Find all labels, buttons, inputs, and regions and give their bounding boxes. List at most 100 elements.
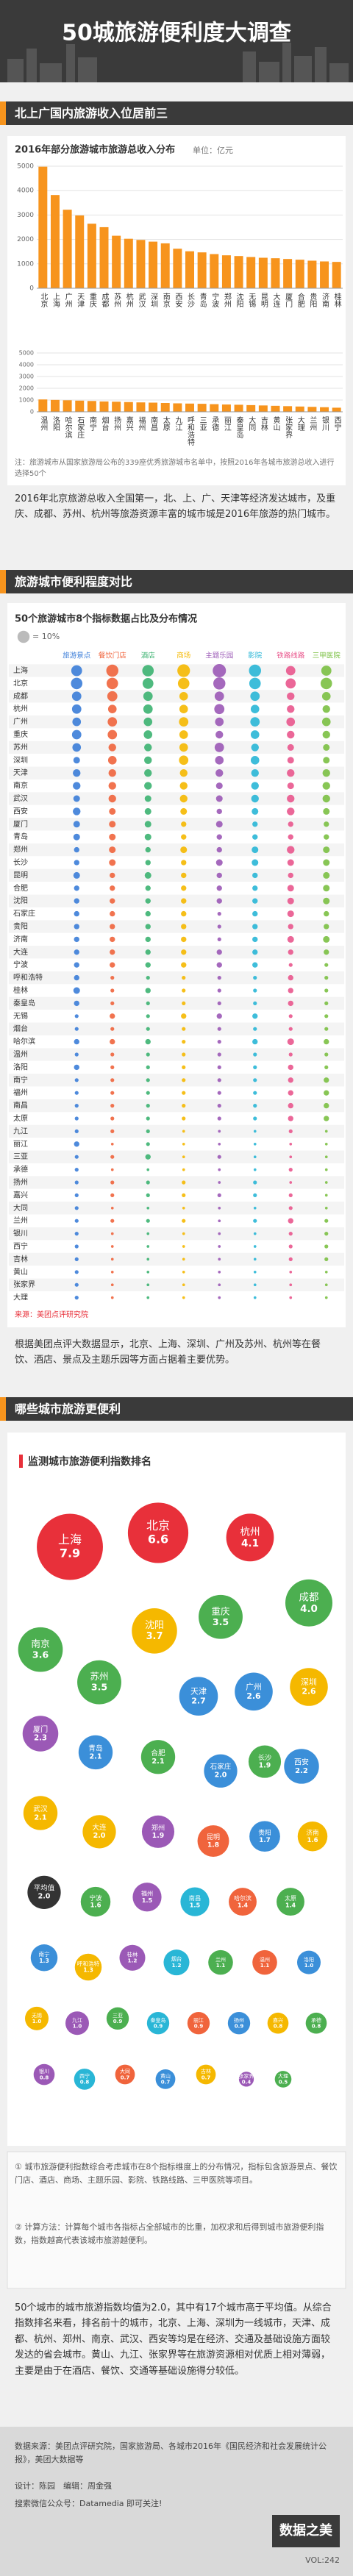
dot xyxy=(143,704,153,714)
bubble-value: 3.5 xyxy=(91,1682,107,1693)
dot xyxy=(182,1001,186,1005)
dot xyxy=(110,1013,115,1019)
bubble xyxy=(127,1502,189,1563)
dot xyxy=(251,743,259,752)
bubble-value: 2.0 xyxy=(38,1893,51,1901)
bubble-name: 福州 xyxy=(141,1890,153,1897)
dot xyxy=(182,1155,185,1159)
dot xyxy=(110,949,115,955)
dot xyxy=(288,1000,293,1007)
dot xyxy=(108,743,116,752)
dot xyxy=(179,717,189,727)
dot xyxy=(180,807,188,815)
dot xyxy=(324,1090,329,1096)
dot xyxy=(110,976,115,980)
bubble-name: 承德 xyxy=(311,2016,321,2023)
dot xyxy=(74,1180,79,1185)
bar xyxy=(246,404,256,412)
x-tick-label: 南昌 xyxy=(149,415,158,432)
dot xyxy=(287,743,294,751)
row-bg xyxy=(9,1227,344,1241)
dot xyxy=(288,1257,293,1261)
bubble xyxy=(18,1627,63,1672)
dot xyxy=(253,1155,257,1159)
bubble-value: 1.0 xyxy=(73,2023,82,2029)
row-bg xyxy=(9,1099,344,1113)
dot xyxy=(74,1116,79,1121)
row-bg xyxy=(9,766,344,779)
dot xyxy=(324,1027,329,1031)
dot xyxy=(324,1244,329,1249)
dot xyxy=(110,1168,114,1171)
x-tick-label: 嘉兴 xyxy=(124,415,133,432)
bubble xyxy=(248,1745,282,1778)
bubble-name: 洛阳 xyxy=(304,1956,314,1963)
bubble-name: 黄山 xyxy=(160,2073,171,2080)
dot xyxy=(73,757,80,764)
dot xyxy=(110,1129,115,1133)
y-tick-label: 1000 xyxy=(17,260,34,268)
dot xyxy=(287,730,295,739)
row-bg xyxy=(9,1022,344,1035)
unit: 单位：亿元 xyxy=(193,145,233,155)
dot xyxy=(145,910,151,917)
dot xyxy=(252,846,259,854)
dot xyxy=(287,885,294,892)
dot xyxy=(218,1206,221,1210)
dot xyxy=(109,859,116,866)
dot xyxy=(288,1193,293,1197)
dot xyxy=(110,1180,115,1185)
y-tick-label: 0 xyxy=(30,409,34,415)
bubble xyxy=(80,1886,111,1917)
dot xyxy=(217,1001,221,1005)
bubble xyxy=(197,1825,229,1858)
x-tick-label: 青岛 xyxy=(198,292,207,308)
dot xyxy=(146,1270,150,1274)
bar xyxy=(99,226,109,288)
dot xyxy=(110,1027,115,1031)
main-title: 50城旅游便利度大调查 xyxy=(62,21,291,46)
x-tick-label: 无锡 xyxy=(247,293,256,308)
dot xyxy=(73,833,80,841)
dot xyxy=(146,1001,150,1005)
dot xyxy=(253,1078,257,1082)
dot xyxy=(182,1142,185,1146)
dot xyxy=(323,871,330,879)
row-label: 石家庄 xyxy=(13,909,35,918)
dot xyxy=(110,1052,115,1057)
bubble xyxy=(146,2012,170,2035)
dot xyxy=(110,924,115,930)
dot xyxy=(217,1116,221,1121)
dot xyxy=(74,962,79,968)
bubble-value: 1.7 xyxy=(259,1837,271,1844)
dot xyxy=(182,1270,185,1274)
dot xyxy=(182,1296,185,1299)
dot xyxy=(145,962,151,968)
dot xyxy=(180,846,188,854)
bar xyxy=(307,407,317,412)
dot xyxy=(288,963,293,967)
dot xyxy=(73,821,80,828)
bubble xyxy=(163,1949,190,1976)
dot xyxy=(217,1065,221,1069)
bubble-name: 宁波 xyxy=(89,1894,102,1902)
dot xyxy=(143,717,153,727)
dot xyxy=(324,1052,329,1057)
bar xyxy=(160,403,170,412)
dot xyxy=(251,782,259,790)
dot xyxy=(110,1193,115,1197)
dot xyxy=(323,846,330,854)
dot xyxy=(253,1270,257,1274)
bar xyxy=(149,241,158,288)
bar xyxy=(320,261,329,288)
bubble-name: 武汉 xyxy=(33,1804,48,1813)
dot xyxy=(74,924,79,930)
row-label: 沈阳 xyxy=(13,896,28,905)
dot xyxy=(179,755,189,766)
bar xyxy=(271,258,280,288)
x-tick-label: 南宁 xyxy=(88,415,96,431)
dot xyxy=(74,936,79,943)
bubble xyxy=(235,1672,273,1711)
dot xyxy=(289,1296,293,1299)
x-tick-label: 洛阳 xyxy=(51,415,60,431)
